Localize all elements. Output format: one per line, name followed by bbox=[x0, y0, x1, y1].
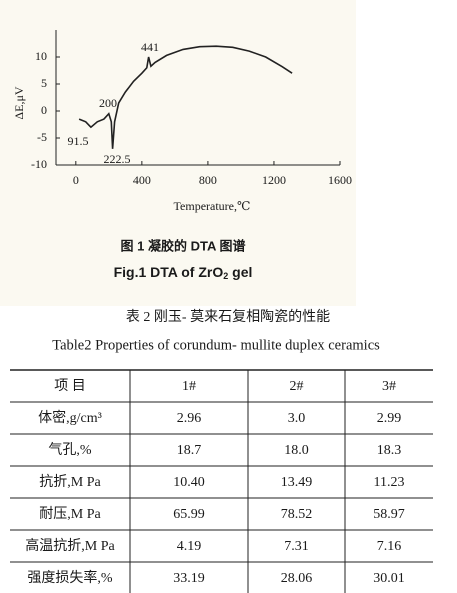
table-cell: 10.40 bbox=[173, 475, 205, 490]
annotation: 441 bbox=[141, 40, 159, 54]
table-cell: 强度损失率,% bbox=[27, 569, 112, 586]
caption-sub: 2 bbox=[223, 271, 228, 281]
table-header: 3# bbox=[382, 379, 396, 394]
table-cell: 65.99 bbox=[173, 507, 205, 522]
y-axis-label: ΔE,μV bbox=[12, 86, 26, 119]
table-cell: 28.06 bbox=[281, 571, 313, 586]
dta-curve bbox=[78, 45, 293, 149]
x-tick-label: 800 bbox=[199, 173, 217, 187]
y-tick-label: 5 bbox=[41, 76, 47, 90]
table-cell: 78.52 bbox=[281, 507, 313, 522]
table-title-cn: 表 2 刚玉- 莫来石复相陶瓷的性能 bbox=[126, 308, 330, 325]
caption-tail: gel bbox=[228, 264, 252, 280]
table-cell: 33.19 bbox=[173, 571, 205, 586]
table-cell: 3.0 bbox=[288, 411, 306, 426]
table-cell: 高温抗折,M Pa bbox=[25, 537, 115, 554]
y-tick-label: -10 bbox=[31, 157, 47, 171]
table-cell: 2.96 bbox=[177, 411, 202, 426]
annotation: 222.5 bbox=[104, 152, 131, 166]
table-cell: 气孔,% bbox=[48, 442, 91, 458]
x-tick-label: 1200 bbox=[262, 173, 286, 187]
x-tick-label: 1600 bbox=[328, 173, 352, 187]
table-cell: 58.97 bbox=[373, 507, 405, 522]
table-cell: 7.31 bbox=[284, 539, 309, 554]
table-cell: 30.01 bbox=[373, 571, 405, 586]
annotation: 200 bbox=[99, 96, 117, 110]
table-cell: 体密,g/cm³ bbox=[38, 409, 102, 426]
y-tick-label: 10 bbox=[35, 49, 47, 63]
table-cell: 2.99 bbox=[377, 411, 402, 426]
table-cell: 18.0 bbox=[284, 443, 309, 458]
table-title-en: Table2 Properties of corundum- mullite d… bbox=[52, 337, 380, 353]
figure-caption-cn: 图 1 凝胶的 DTA 图谱 bbox=[121, 238, 246, 253]
table-cell: 7.16 bbox=[377, 539, 402, 554]
table-cell: 抗折,M Pa bbox=[39, 474, 101, 490]
table-header: 项 目 bbox=[54, 379, 86, 394]
table-cell: 耐压,M Pa bbox=[39, 506, 101, 522]
figure-background bbox=[0, 0, 356, 306]
table-cell: 13.49 bbox=[281, 475, 313, 490]
table-cell: 18.3 bbox=[377, 443, 402, 458]
table-cell: 11.23 bbox=[374, 475, 405, 490]
table-cell: 4.19 bbox=[177, 539, 202, 554]
caption-text: Fig.1 DTA of ZrO bbox=[114, 264, 224, 280]
x-tick-label: 0 bbox=[73, 173, 79, 187]
table-cell: 18.7 bbox=[177, 443, 202, 458]
x-tick-label: 400 bbox=[133, 173, 151, 187]
figure-caption-en: Fig.1 DTA of ZrO2 gel bbox=[114, 264, 253, 282]
table-header: 1# bbox=[182, 379, 196, 394]
y-tick-label: -5 bbox=[37, 130, 47, 144]
annotation: 91.5 bbox=[68, 134, 89, 148]
table-header: 2# bbox=[290, 379, 304, 394]
y-tick-label: 0 bbox=[41, 103, 47, 117]
x-axis-label: Temperature,℃ bbox=[174, 199, 251, 213]
